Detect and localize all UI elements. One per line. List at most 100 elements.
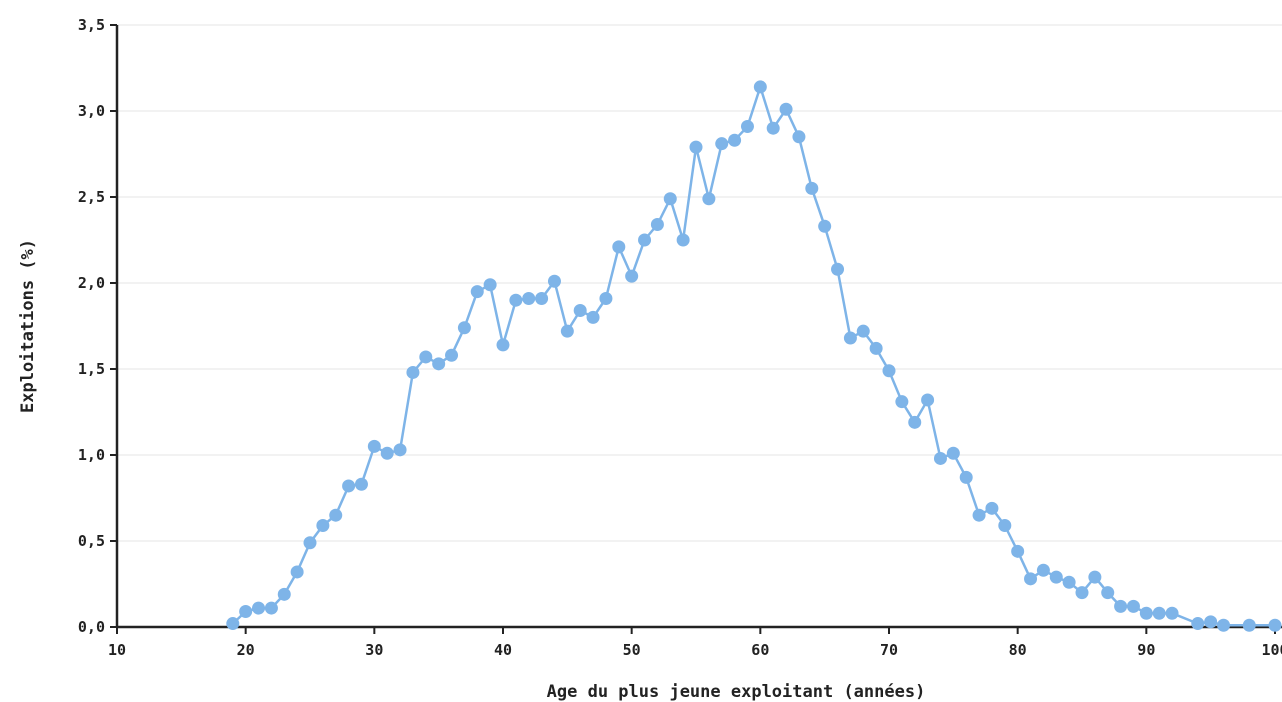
data-point [535,291,549,305]
data-point [1036,563,1050,577]
data-point [882,364,896,378]
data-point [869,341,883,355]
data-point [1204,615,1218,629]
data-point [818,219,832,233]
data-point [985,501,999,515]
data-point [483,278,497,292]
data-point [342,479,356,493]
data-point [1242,618,1256,632]
data-point [1101,586,1115,600]
data-point [843,331,857,345]
y-tick-label: 2,5 [78,188,105,206]
data-point [715,137,729,151]
y-tick-label: 1,0 [78,446,105,464]
x-tick-label: 40 [494,641,512,659]
data-point [393,443,407,457]
data-point [908,415,922,429]
x-tick-label: 30 [365,641,383,659]
data-point [599,291,613,305]
data-point [457,321,471,335]
x-tick-label: 10 [108,641,126,659]
x-tick-label: 50 [623,641,641,659]
x-tick-label: 100 [1261,641,1282,659]
data-point [303,536,317,550]
y-tick-label: 3,0 [78,102,105,120]
data-point [625,269,639,283]
data-point [933,451,947,465]
data-point [560,324,574,338]
data-point [998,519,1012,533]
x-tick-label: 80 [1009,641,1027,659]
data-point [1191,617,1205,631]
data-point [638,233,652,247]
y-tick-label: 0,0 [78,618,105,636]
data-point [586,310,600,324]
data-point [1024,572,1038,586]
data-point [1165,606,1179,620]
data-point [522,291,536,305]
data-point [805,181,819,195]
y-tick-label: 2,0 [78,274,105,292]
data-point [856,324,870,338]
data-point [277,587,291,601]
data-point [895,395,909,409]
data-point [689,140,703,154]
data-point [1011,544,1025,558]
x-tick-label: 90 [1137,641,1155,659]
grid-lines [117,24,1282,542]
data-point [676,233,690,247]
y-axis-title: Exploitations (%) [18,239,38,413]
data-point [1152,606,1166,620]
y-tick-label: 0,5 [78,532,105,550]
data-point [380,446,394,460]
x-axis-title: Age du plus jeune exploitant (années) [547,682,926,702]
data-point [1126,599,1140,613]
data-point [650,218,664,232]
data-point [419,350,433,364]
x-tick-label: 70 [880,641,898,659]
x-tick-label: 20 [237,641,255,659]
data-point [1049,570,1063,584]
data-point [753,80,767,94]
x-axis: 10 20 30 40 50 60 70 80 90 100 [108,625,1282,659]
data-point [766,121,780,135]
data-point [1062,575,1076,589]
data-point [972,508,986,522]
data-point [728,133,742,147]
data-point [779,102,793,116]
data-point [740,119,754,133]
data-point [1139,606,1153,620]
data-point [573,304,587,318]
data-point [831,262,845,276]
data-point [1075,586,1089,600]
series-group [226,80,1282,632]
data-point [367,439,381,453]
data-point [921,393,935,407]
data-point [316,519,330,533]
data-point [946,446,960,460]
data-point [329,508,343,522]
data-point [496,338,510,352]
data-point [663,192,677,206]
data-point [792,130,806,144]
y-tick-label: 3,5 [78,16,105,34]
data-point [547,274,561,288]
y-tick-label: 1,5 [78,360,105,378]
data-point [1088,570,1102,584]
data-point [252,601,266,615]
data-point [445,348,459,362]
series-line [231,85,1275,627]
data-point [1114,599,1128,613]
y-axis: 0,0 0,5 1,0 1,5 2,0 2,5 3,0 3,5 [78,16,119,636]
data-point [470,285,484,299]
data-point [239,605,253,619]
data-point [226,617,240,631]
data-point [1268,618,1282,632]
data-point [264,601,278,615]
data-point [406,365,420,379]
data-point [432,357,446,371]
data-point [612,240,626,254]
x-tick-label: 60 [751,641,769,659]
data-point [509,293,523,307]
